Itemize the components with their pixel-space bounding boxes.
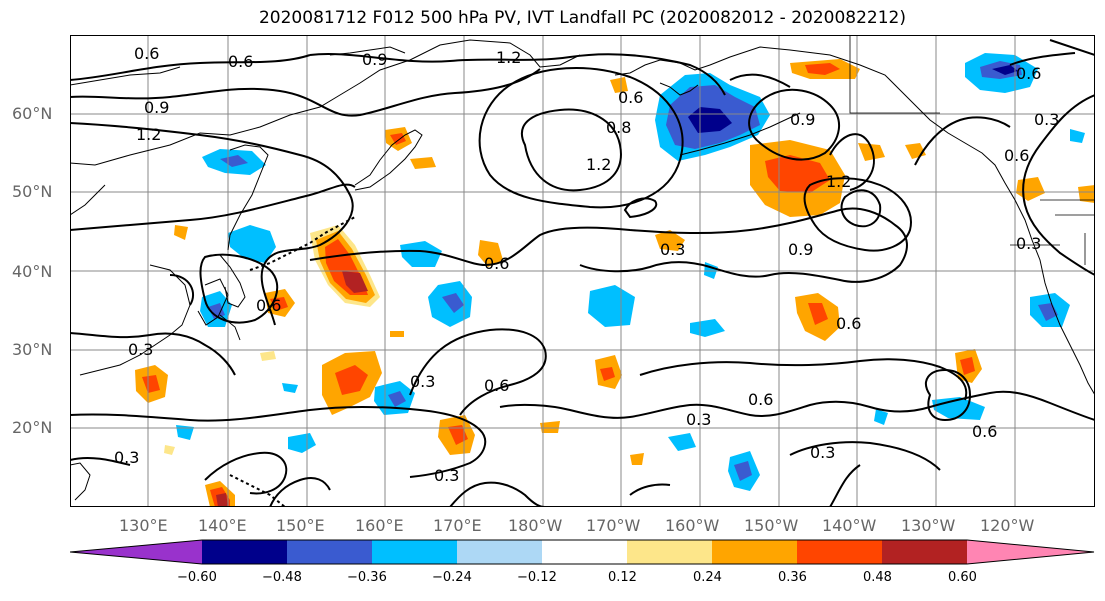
contour-label: 0.6	[1016, 64, 1042, 83]
contour-label: 0.6	[134, 44, 160, 63]
positive-anomaly-fields	[135, 59, 1095, 507]
lon-label: 180°W	[508, 516, 563, 535]
contour-label: 0.3	[810, 443, 836, 462]
contour-label: 0.6	[484, 376, 510, 395]
map-title: 2020081712 F012 500 hPa PV, IVT Landfall…	[258, 8, 906, 28]
lon-label: 160°W	[665, 516, 720, 535]
colorbar-segment	[712, 540, 797, 564]
map-panel	[70, 35, 1095, 507]
lon-label: 170°E	[433, 516, 482, 535]
colorbar-segment	[882, 540, 967, 564]
colorbar-tick: 0.36	[778, 570, 807, 585]
colorbar-tick: −0.24	[432, 570, 472, 585]
contour-label: 0.8	[606, 118, 632, 137]
colorbar-segments	[70, 539, 1095, 565]
colorbar-segment	[797, 540, 882, 564]
colorbar-tick: 0.60	[948, 570, 977, 585]
contour-label: 0.3	[114, 448, 140, 467]
lat-label: 20°N	[12, 418, 53, 437]
contour-label: 0.3	[1016, 234, 1042, 253]
colorbar-segment	[542, 540, 627, 564]
lon-label: 130°E	[119, 516, 168, 535]
contour-label: 0.9	[790, 110, 816, 129]
contour-label: 0.3	[434, 466, 460, 485]
colorbar-tick: −0.60	[177, 570, 217, 585]
lon-label: 170°W	[586, 516, 641, 535]
lon-label: 150°E	[276, 516, 325, 535]
lon-label: 160°E	[355, 516, 404, 535]
contour-label: 0.6	[1004, 146, 1030, 165]
contour-label: 1.2	[136, 125, 162, 144]
pv-contours	[70, 39, 1095, 507]
contour-label: 0.6	[484, 254, 510, 273]
contour-label: 0.9	[788, 240, 814, 259]
colorbar-tick: 0.48	[863, 570, 892, 585]
colorbar-extend-low	[70, 540, 202, 564]
colorbar-tick: −0.48	[262, 570, 302, 585]
colorbar-segment	[372, 540, 457, 564]
lon-label: 150°W	[744, 516, 799, 535]
contour-label: 0.3	[686, 410, 712, 429]
colorbar-segment	[457, 540, 542, 564]
contour-label: 1.2	[496, 48, 522, 67]
lon-label: 140°W	[822, 516, 877, 535]
lat-label: 30°N	[12, 340, 53, 359]
lon-label: 130°W	[901, 516, 956, 535]
negative-anomaly-fields	[176, 53, 1085, 491]
colorbar-tick: 0.12	[608, 570, 637, 585]
contour-label: 0.3	[410, 372, 436, 391]
contour-label: 0.6	[972, 422, 998, 441]
contour-label: 0.9	[362, 50, 388, 69]
lat-label: 50°N	[12, 182, 53, 201]
contour-label: 0.3	[660, 240, 686, 259]
contour-label: 1.2	[586, 155, 612, 174]
colorbar-segment	[627, 540, 712, 564]
contour-label: 0.3	[1034, 110, 1060, 129]
colorbar-extend-high	[967, 540, 1094, 564]
contour-label: 0.3	[128, 340, 154, 359]
lon-label: 120°W	[980, 516, 1035, 535]
contour-label: 1.2	[826, 172, 852, 191]
colorbar-segment	[202, 540, 287, 564]
colorbar-segment	[287, 540, 372, 564]
lat-label: 60°N	[12, 104, 53, 123]
lat-label: 40°N	[12, 262, 53, 281]
colorbar-tick: −0.36	[347, 570, 387, 585]
lon-label: 140°E	[198, 516, 247, 535]
contour-label: 0.6	[618, 88, 644, 107]
contour-label: 0.6	[256, 296, 282, 315]
contour-label: 0.6	[748, 390, 774, 409]
colorbar-tick: −0.12	[517, 570, 557, 585]
colorbar	[70, 539, 1095, 565]
graticule	[70, 35, 1095, 507]
contour-label: 0.9	[144, 98, 170, 117]
track-line-south	[229, 474, 286, 507]
contour-label: 0.6	[836, 314, 862, 333]
colorbar-outline	[70, 539, 1095, 565]
colorbar-tick: 0.24	[693, 570, 722, 585]
contour-label: 0.6	[228, 52, 254, 71]
